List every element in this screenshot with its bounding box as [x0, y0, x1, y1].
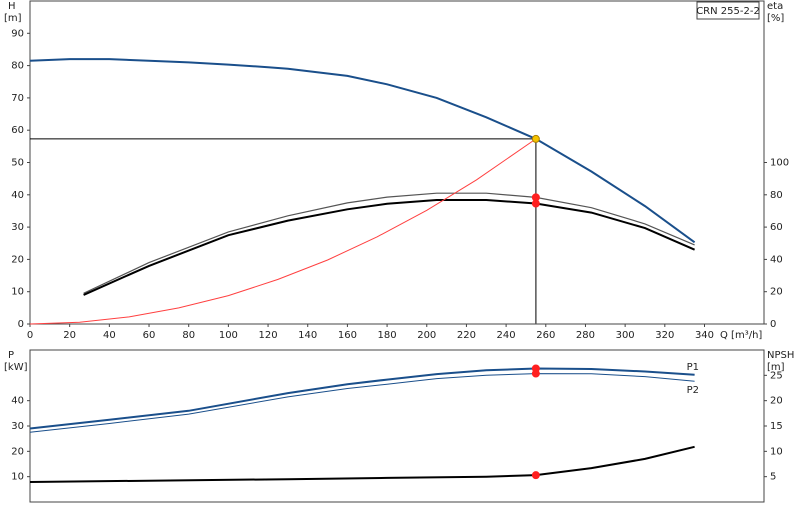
y-tick-label: 40 [11, 396, 24, 407]
x-tick-label: 180 [378, 330, 397, 341]
series-line [29, 58, 696, 244]
y2-tick-label: 25 [770, 370, 783, 381]
y-tick-label: 0 [18, 319, 24, 330]
y-tick-label: 30 [11, 421, 24, 432]
y-tick-label: 50 [11, 158, 24, 169]
y2-axis-label: eta [767, 1, 783, 12]
operating-point [531, 471, 540, 480]
y2-tick-label: 0 [770, 319, 776, 330]
x-tick-label: 100 [219, 330, 238, 341]
y-tick-label: 10 [11, 287, 24, 298]
series-line [29, 373, 695, 433]
operating-point [531, 369, 540, 378]
x-tick-label: 260 [536, 330, 555, 341]
series-line [29, 445, 695, 483]
y2-axis-unit: [m] [767, 362, 785, 373]
x-tick-label: 320 [655, 330, 674, 341]
series-line [29, 138, 537, 325]
operating-point [531, 134, 540, 143]
series-label: P1 [687, 362, 699, 373]
y-tick-label: 90 [11, 28, 24, 39]
x-tick-label: 0 [27, 330, 33, 341]
y2-tick-label: 100 [770, 158, 789, 169]
series-label: P2 [687, 385, 699, 396]
chart-title: CRN 255-2-2 [696, 6, 760, 17]
x-tick-label: 200 [417, 330, 436, 341]
x-tick-label: 160 [338, 330, 357, 341]
x-tick-label: 120 [259, 330, 278, 341]
y-tick-label: 10 [11, 472, 24, 483]
x-tick-label: 60 [143, 330, 156, 341]
y-axis-unit: [kW] [4, 362, 28, 373]
y2-tick-label: 20 [770, 396, 783, 407]
y2-axis-label: NPSH [767, 350, 794, 361]
y2-tick-label: 20 [770, 287, 783, 298]
x-tick-label: 300 [616, 330, 635, 341]
y-axis-label: P [8, 350, 14, 361]
series-line [29, 367, 695, 430]
x-axis-label: Q [m³/h] [720, 330, 762, 341]
series-line [83, 192, 695, 294]
y-axis-unit: [m] [4, 13, 22, 24]
y-tick-label: 30 [11, 222, 24, 233]
y2-tick-label: 10 [770, 446, 783, 457]
x-tick-label: 140 [298, 330, 317, 341]
x-tick-label: 80 [182, 330, 195, 341]
x-tick-label: 340 [695, 330, 714, 341]
plot-frame [29, 0, 765, 325]
operating-point [531, 199, 540, 208]
y2-axis-unit: [%] [767, 13, 784, 24]
y2-tick-label: 60 [770, 222, 783, 233]
y-tick-label: 80 [11, 61, 24, 72]
y-tick-label: 70 [11, 93, 24, 104]
y2-tick-label: 15 [770, 421, 783, 432]
x-tick-label: 280 [576, 330, 595, 341]
y-tick-label: 20 [11, 446, 24, 457]
y2-tick-label: 80 [770, 190, 783, 201]
y-tick-label: 40 [11, 190, 24, 201]
y-tick-label: 20 [11, 254, 24, 265]
y-axis-label: H [8, 1, 16, 12]
x-tick-label: 20 [63, 330, 76, 341]
y2-tick-label: 5 [770, 472, 776, 483]
series-line [83, 199, 695, 296]
x-tick-label: 40 [103, 330, 116, 341]
x-tick-label: 240 [497, 330, 516, 341]
x-tick-label: 220 [457, 330, 476, 341]
y2-tick-label: 40 [770, 254, 783, 265]
legend-box [696, 1, 760, 20]
y-tick-label: 60 [11, 125, 24, 136]
